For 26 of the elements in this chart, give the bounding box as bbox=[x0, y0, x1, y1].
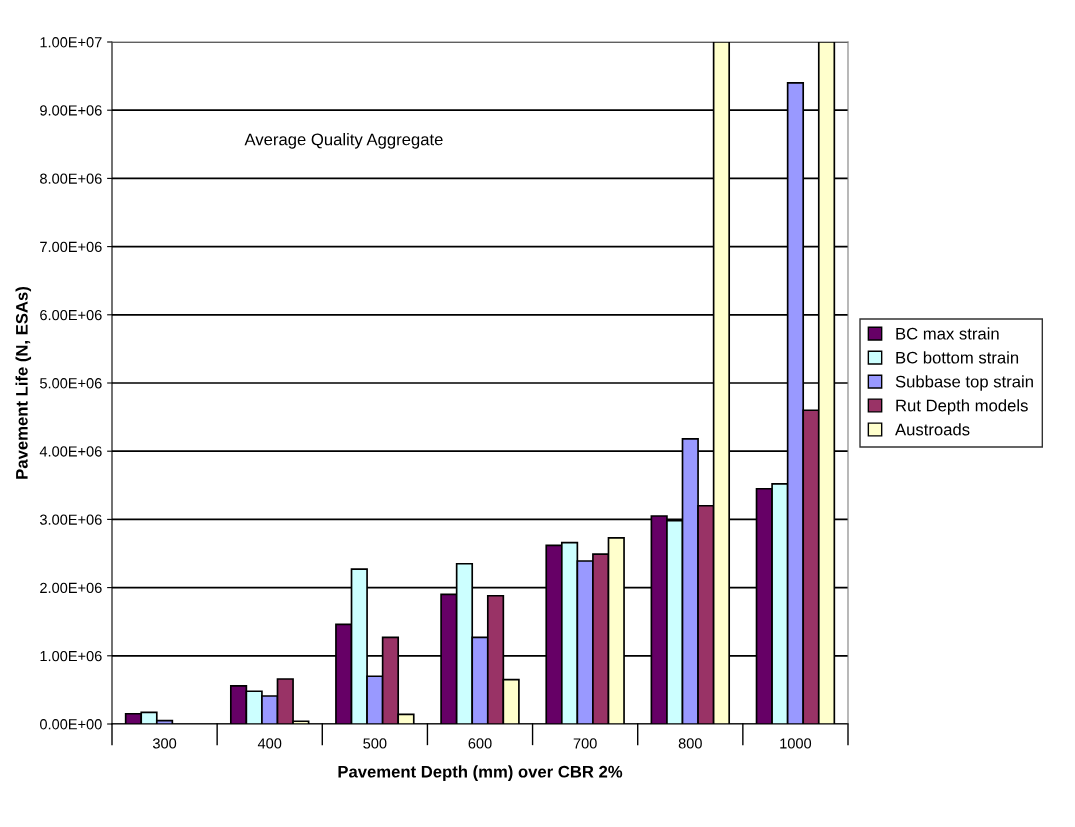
y-axis-title: Pavement Life (N, ESAs) bbox=[15, 287, 32, 479]
legend-label: Rut Depth models bbox=[896, 399, 1028, 415]
annotation: Average Quality Aggregate bbox=[244, 133, 443, 149]
x-tick-label: 800 bbox=[678, 738, 702, 749]
y-tick-label: 6.00E+06 bbox=[40, 309, 102, 321]
x-tick-label: 1000 bbox=[780, 738, 812, 749]
y-tick-label: 3.00E+06 bbox=[39, 514, 102, 525]
legend-label: BC bottom strain bbox=[896, 351, 1019, 364]
legend-label: Subbase top strain bbox=[895, 375, 1033, 391]
x-tick-label: 700 bbox=[573, 738, 597, 749]
x-tick-label: 300 bbox=[152, 738, 177, 749]
y-tick-label: 1.00E+06 bbox=[40, 650, 102, 662]
legend-label: Austroads bbox=[895, 423, 970, 436]
y-tick-label: 9.00E+06 bbox=[40, 105, 102, 116]
y-tick-label: 8.00E+06 bbox=[40, 173, 102, 184]
x-tick-label: 500 bbox=[363, 738, 387, 749]
y-tick-label: 2.00E+06 bbox=[40, 582, 102, 594]
y-tick-label: 0.00E+00 bbox=[40, 719, 102, 730]
legend-label: BC max strain bbox=[896, 327, 999, 340]
y-tick-label: 5.00E+06 bbox=[40, 378, 102, 389]
y-tick-label: 1.00E+07 bbox=[40, 37, 102, 48]
y-tick-label: 7.00E+06 bbox=[40, 241, 102, 253]
y-tick-label: 4.00E+06 bbox=[39, 446, 102, 457]
x-axis-title: Pavement Depth (mm) over CBR 2% bbox=[338, 765, 623, 781]
x-tick-label: 600 bbox=[468, 738, 492, 749]
x-tick-label: 400 bbox=[257, 738, 282, 749]
